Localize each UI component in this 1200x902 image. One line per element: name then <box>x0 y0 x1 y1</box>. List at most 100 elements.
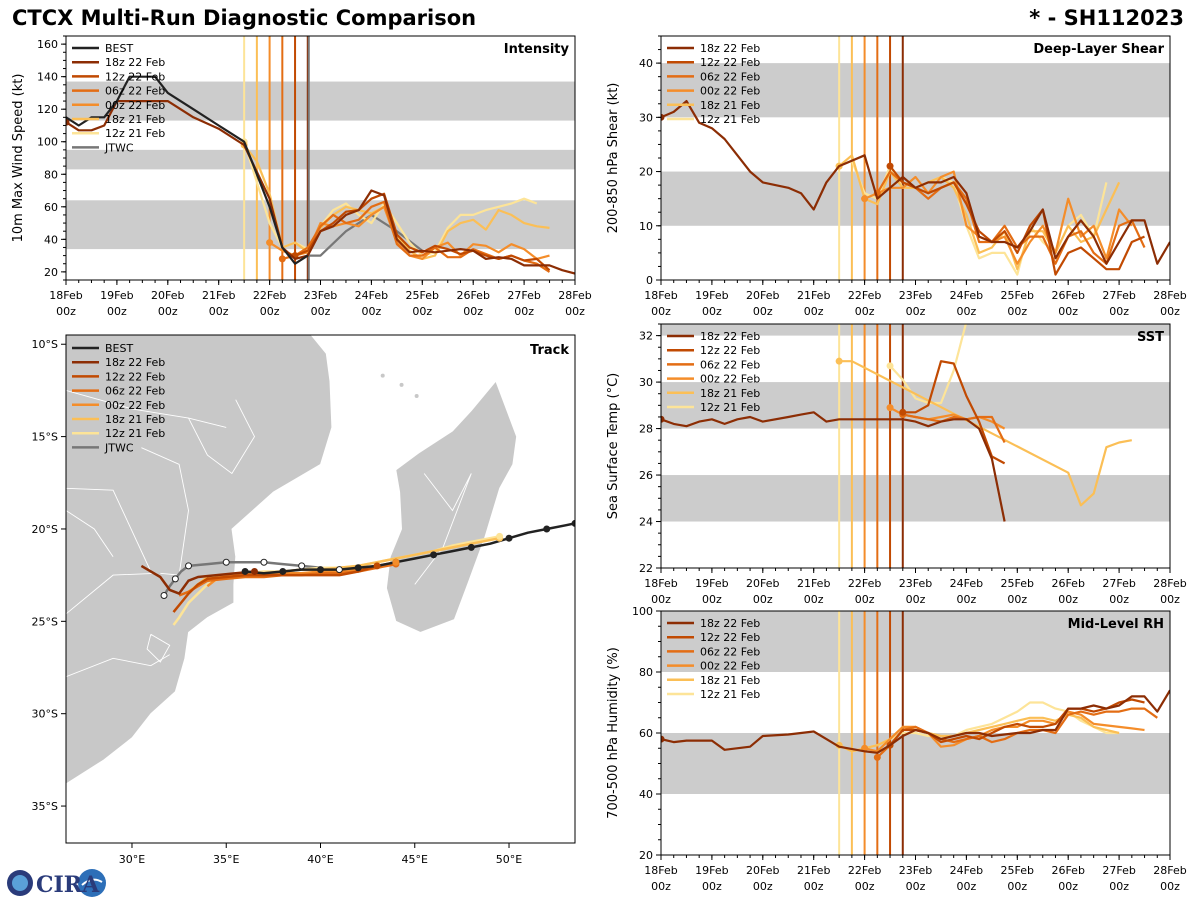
x-tick-sublabel: 00z <box>1007 880 1027 893</box>
legend-label-18z-21-feb: 18z 21 Feb <box>700 387 760 400</box>
x-tick-sublabel: 00z <box>56 305 76 318</box>
series-start-marker <box>661 113 665 121</box>
y-axis-label: Sea Surface Temp (°C) <box>606 373 621 520</box>
legend-label-00z-22-feb: 00z 22 Feb <box>105 99 165 112</box>
legend-label-12z-21-feb: 12z 21 Feb <box>700 401 760 414</box>
x-tick-sublabel: 00z <box>906 880 926 893</box>
series-line-18z-21-feb <box>838 713 1120 753</box>
x-tick-label: 24Feb <box>950 289 983 302</box>
forecast-start-marker <box>496 532 504 540</box>
legend-label-12z-21-feb: 12z 21 Feb <box>700 688 760 701</box>
x-tick-label: 24Feb <box>355 289 388 302</box>
x-tick-label: 23Feb <box>899 577 932 590</box>
series-line-18z-21-feb <box>839 360 1132 507</box>
y-tick-label: 80 <box>44 168 58 181</box>
x-tick-sublabel: 00z <box>651 305 671 318</box>
jtwc-position-marker <box>260 558 268 566</box>
shaded-band <box>661 733 1170 794</box>
legend-label-18z-22-feb: 18z 22 Feb <box>105 356 165 369</box>
y-tick-label: 40 <box>639 788 653 801</box>
y-tick-label: 32 <box>639 330 653 343</box>
y-tick-label: 120 <box>37 103 58 116</box>
x-tick-sublabel: 00z <box>412 305 432 318</box>
best-position-marker <box>279 567 287 575</box>
legend-label-18z-22-feb: 18z 22 Feb <box>700 617 760 630</box>
x-tick-label: 20Feb <box>746 289 779 302</box>
shaded-band <box>661 475 1170 522</box>
x-tick-sublabel: 00z <box>1160 593 1180 606</box>
x-tick-sublabel: 00z <box>1109 593 1129 606</box>
x-tick-label: 18Feb <box>644 289 677 302</box>
x-tick-sublabel: 00z <box>702 880 722 893</box>
shear-panel: 0 10 20 30 40 18Feb 00z 19Feb 00z 20Feb 00z 21Feb 00… <box>606 35 1187 318</box>
y-tick-label: 60 <box>639 727 653 740</box>
series-line-12z-22-feb <box>294 192 551 272</box>
series-line-06z-22-feb <box>902 413 1006 443</box>
best-position-marker <box>430 551 438 559</box>
y-tick-label: 20 <box>639 849 653 862</box>
jtwc-position-marker <box>335 566 343 574</box>
country-border <box>188 399 256 475</box>
forecast-start-marker <box>251 567 259 575</box>
y-tick-label: 100 <box>37 136 58 149</box>
best-position-marker <box>317 566 324 574</box>
jtwc-position-marker <box>222 558 230 566</box>
country-border <box>146 633 171 663</box>
series-line-06z-22-feb <box>876 170 1146 265</box>
panel-title: Track <box>530 343 569 358</box>
x-tick-sublabel: 00z <box>209 305 229 318</box>
x-tick-label: 24Feb <box>950 864 983 877</box>
x-tick-sublabel: 00z <box>957 305 977 318</box>
x-tick-label: 19Feb <box>695 577 728 590</box>
y-tick-label: 10°S <box>32 338 58 351</box>
series-line-18z-22-feb <box>661 689 1170 754</box>
x-tick-label: 18Feb <box>644 577 677 590</box>
globe-inner-icon <box>12 875 28 891</box>
x-tick-label: 20Feb <box>151 289 184 302</box>
country-border <box>66 389 227 428</box>
series-line-18z-22-feb <box>66 99 575 275</box>
x-tick-sublabel: 00z <box>311 305 331 318</box>
x-tick-sublabel: 00z <box>957 880 977 893</box>
legend-label-18z-21-feb: 18z 21 Feb <box>700 99 760 112</box>
x-tick-sublabel: 00z <box>1109 880 1129 893</box>
x-tick-sublabel: 00z <box>260 305 280 318</box>
series-start-marker <box>66 118 70 126</box>
sst-panel: 22 24 26 28 30 32 18Feb 00z 19Feb 00z 20Feb 00z 21Fe… <box>606 323 1187 606</box>
x-tick-label: 28Feb <box>558 289 591 302</box>
x-tick-label: 20Feb <box>746 864 779 877</box>
legend-label-12z-22-feb: 12z 22 Feb <box>105 70 165 83</box>
x-tick-sublabel: 00z <box>702 305 722 318</box>
x-tick-label: 26Feb <box>1051 289 1084 302</box>
legend-label-00z-22-feb: 00z 22 Feb <box>700 373 760 386</box>
x-tick-sublabel: 00z <box>906 305 926 318</box>
cira-logo: CIRA <box>4 866 108 898</box>
x-tick-label: 20Feb <box>746 577 779 590</box>
storm-id-label: * - SH112023 <box>1029 6 1184 30</box>
legend-label-18z-21-feb: 18z 21 Feb <box>105 413 165 426</box>
x-tick-sublabel: 00z <box>804 305 824 318</box>
country-border <box>141 447 189 576</box>
x-tick-sublabel: 00z <box>753 305 773 318</box>
x-tick-label: 35°E <box>213 853 239 866</box>
jtwc-position-marker <box>160 591 168 599</box>
x-tick-sublabel: 00z <box>957 593 977 606</box>
series-start-marker <box>661 415 665 423</box>
x-tick-sublabel: 00z <box>906 593 926 606</box>
x-tick-label: 26Feb <box>1051 577 1084 590</box>
x-tick-sublabel: 00z <box>1007 305 1027 318</box>
island-marker <box>380 373 385 378</box>
x-tick-sublabel: 00z <box>702 593 722 606</box>
best-position-marker <box>467 543 475 551</box>
track-line-best <box>244 522 575 575</box>
y-tick-label: 10 <box>639 220 653 233</box>
legend-label-best: BEST <box>105 342 133 355</box>
cira-logo-graphic: CIRA <box>7 869 106 898</box>
y-tick-label: 100 <box>632 605 653 618</box>
series-line-12z-22-feb <box>902 360 1006 465</box>
series-line-18z-22-feb <box>661 411 1006 522</box>
x-tick-sublabel: 00z <box>362 305 382 318</box>
island-marker <box>414 393 419 398</box>
